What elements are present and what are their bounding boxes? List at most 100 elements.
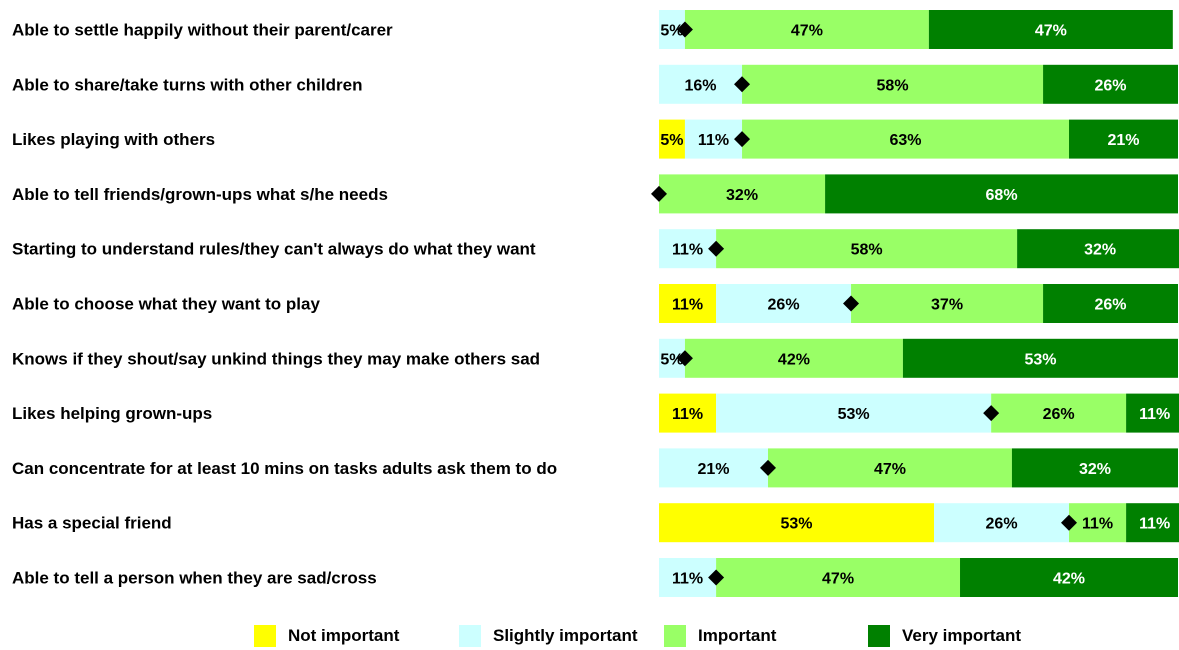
data-label-very-important: 32% <box>1084 242 1116 259</box>
bar-segment-very-important <box>1069 119 1178 159</box>
legend-swatch-not-important <box>254 625 276 647</box>
bar-segment-important <box>684 338 903 378</box>
category-label: Able to tell a person when they are sad/… <box>12 569 377 588</box>
data-label-very-important: 32% <box>1079 461 1111 478</box>
bar-segment-slightly-important <box>659 64 743 104</box>
diamond-marker <box>708 240 725 257</box>
category-label: Starting to understand rules/they can't … <box>12 240 536 259</box>
bar-segments <box>659 10 1179 597</box>
legend-label-important: Important <box>698 626 777 645</box>
bar-segment-very-important <box>1017 229 1179 269</box>
data-label-very-important: 42% <box>1053 571 1085 588</box>
legend-item-not-important: Not important <box>254 624 399 648</box>
bar-segment-very-important <box>1126 503 1179 543</box>
bar-segment-very-important <box>902 338 1178 378</box>
bar-segment-very-important <box>1043 284 1178 323</box>
data-label-very-important: 11% <box>1139 516 1170 533</box>
data-label-slightly-important: 11% <box>672 242 703 259</box>
bar-segment-very-important <box>928 10 1173 49</box>
bar-segment-slightly-important <box>659 229 717 269</box>
legend-label-not-important: Not important <box>288 626 400 645</box>
category-label: Likes playing with others <box>12 130 215 149</box>
bar-segment-important <box>716 558 961 597</box>
data-label-slightly-important: 26% <box>986 516 1018 533</box>
bar-segment-slightly-important <box>716 393 992 433</box>
diamond-marker <box>759 459 776 476</box>
legend-item-important: Important <box>664 624 776 648</box>
diamond-marker <box>1061 514 1078 531</box>
category-label: Able to settle happily without their par… <box>12 21 393 40</box>
category-label: Knows if they shout/say unkind things th… <box>12 349 540 368</box>
legend-item-very-important: Very important <box>868 624 1021 648</box>
data-label-important: 63% <box>890 132 922 149</box>
data-label-not-important: 53% <box>781 516 813 533</box>
data-label-slightly-important: 26% <box>768 297 800 314</box>
data-label-important: 37% <box>931 297 963 314</box>
data-label-important: 47% <box>874 461 906 478</box>
bar-segment-not-important <box>659 503 935 543</box>
legend-swatch-very-important <box>868 625 890 647</box>
bar-segment-slightly-important <box>934 503 1070 543</box>
legend-swatch-important <box>664 625 686 647</box>
bar-segment-not-important <box>659 393 717 433</box>
diamond-marker <box>983 405 1000 422</box>
bar-segment-very-important <box>1043 64 1178 104</box>
bar-segment-important <box>991 393 1127 433</box>
data-label-very-important: 21% <box>1107 132 1139 149</box>
bar-segment-very-important <box>825 174 1178 214</box>
data-label-slightly-important: 5% <box>660 351 683 368</box>
data-label-very-important: 47% <box>1035 23 1067 40</box>
data-label-not-important: 5% <box>660 132 683 149</box>
bar-segment-important <box>742 119 1070 159</box>
data-label-slightly-important: 53% <box>838 406 870 423</box>
data-label-very-important: 26% <box>1095 297 1127 314</box>
data-label-slightly-important: 21% <box>697 461 729 478</box>
data-label-important: 26% <box>1043 406 1075 423</box>
category-label: Has a special friend <box>12 514 172 533</box>
data-label-very-important: 53% <box>1024 351 1056 368</box>
data-label-important: 32% <box>726 187 758 204</box>
bar-segment-important <box>659 174 826 214</box>
category-label: Can concentrate for at least 10 mins on … <box>12 459 557 478</box>
category-labels: Able to settle happily without their par… <box>12 21 557 588</box>
bar-segment-not-important <box>659 284 717 323</box>
data-label-not-important: 11% <box>672 297 703 314</box>
legend: Not important Slightly important Importa… <box>0 620 1179 650</box>
data-label-not-important: 11% <box>672 406 703 423</box>
diamond-marker <box>676 350 693 367</box>
category-label: Able to tell friends/grown-ups what s/he… <box>12 185 388 204</box>
diamond-marker <box>734 76 751 93</box>
data-label-slightly-important: 16% <box>685 77 717 94</box>
diamond-marker <box>676 21 693 38</box>
bar-segment-slightly-important <box>659 448 768 488</box>
category-label: Able to choose what they want to play <box>12 295 320 314</box>
diamond-marker <box>651 185 667 202</box>
bar-segment-very-important <box>1126 393 1179 433</box>
data-label-very-important: 68% <box>986 187 1018 204</box>
bar-segment-slightly-important <box>659 558 717 597</box>
data-label-very-important: 26% <box>1095 77 1127 94</box>
legend-item-slightly-important: Slightly important <box>459 624 638 648</box>
bar-segment-slightly-important <box>684 119 743 159</box>
bar-segment-important <box>716 229 1018 269</box>
diamond-marker <box>843 295 860 312</box>
bar-segment-not-important <box>659 119 685 159</box>
bar-segment-important <box>851 284 1044 323</box>
data-label-important: 58% <box>851 242 883 259</box>
bar-segment-important <box>684 10 929 49</box>
data-label-important: 47% <box>791 23 823 40</box>
legend-label-very-important: Very important <box>902 626 1022 645</box>
bar-segment-slightly-important <box>716 284 852 323</box>
diamond-markers <box>651 21 1078 586</box>
data-label-very-important: 11% <box>1139 406 1170 423</box>
bar-segment-important <box>1069 503 1127 543</box>
data-label-important: 47% <box>822 571 854 588</box>
bar-segment-important <box>742 64 1044 104</box>
legend-label-slightly-important: Slightly important <box>493 626 638 645</box>
bar-segment-important <box>767 448 1012 488</box>
data-label-slightly-important: 11% <box>672 571 703 588</box>
category-label: Likes helping grown-ups <box>12 404 212 423</box>
bar-segment-very-important <box>1011 448 1178 488</box>
diamond-marker <box>734 131 751 148</box>
